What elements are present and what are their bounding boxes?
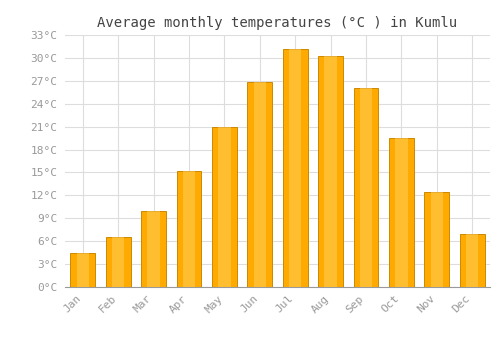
Bar: [396, 138, 407, 287]
Bar: [389, 138, 414, 287]
Bar: [183, 171, 195, 287]
Bar: [76, 253, 89, 287]
Bar: [106, 237, 130, 287]
Bar: [176, 171, 202, 287]
Bar: [283, 49, 308, 287]
Bar: [430, 191, 443, 287]
Bar: [112, 237, 124, 287]
Bar: [289, 49, 302, 287]
Bar: [254, 82, 266, 287]
Title: Average monthly temperatures (°C ) in Kumlu: Average monthly temperatures (°C ) in Ku…: [98, 16, 458, 30]
Bar: [460, 233, 484, 287]
Bar: [424, 191, 450, 287]
Bar: [212, 127, 237, 287]
Bar: [318, 56, 343, 287]
Bar: [248, 82, 272, 287]
Bar: [148, 211, 160, 287]
Bar: [466, 233, 478, 287]
Bar: [324, 56, 337, 287]
Bar: [218, 127, 230, 287]
Bar: [141, 211, 166, 287]
Bar: [70, 253, 95, 287]
Bar: [354, 89, 378, 287]
Bar: [360, 89, 372, 287]
